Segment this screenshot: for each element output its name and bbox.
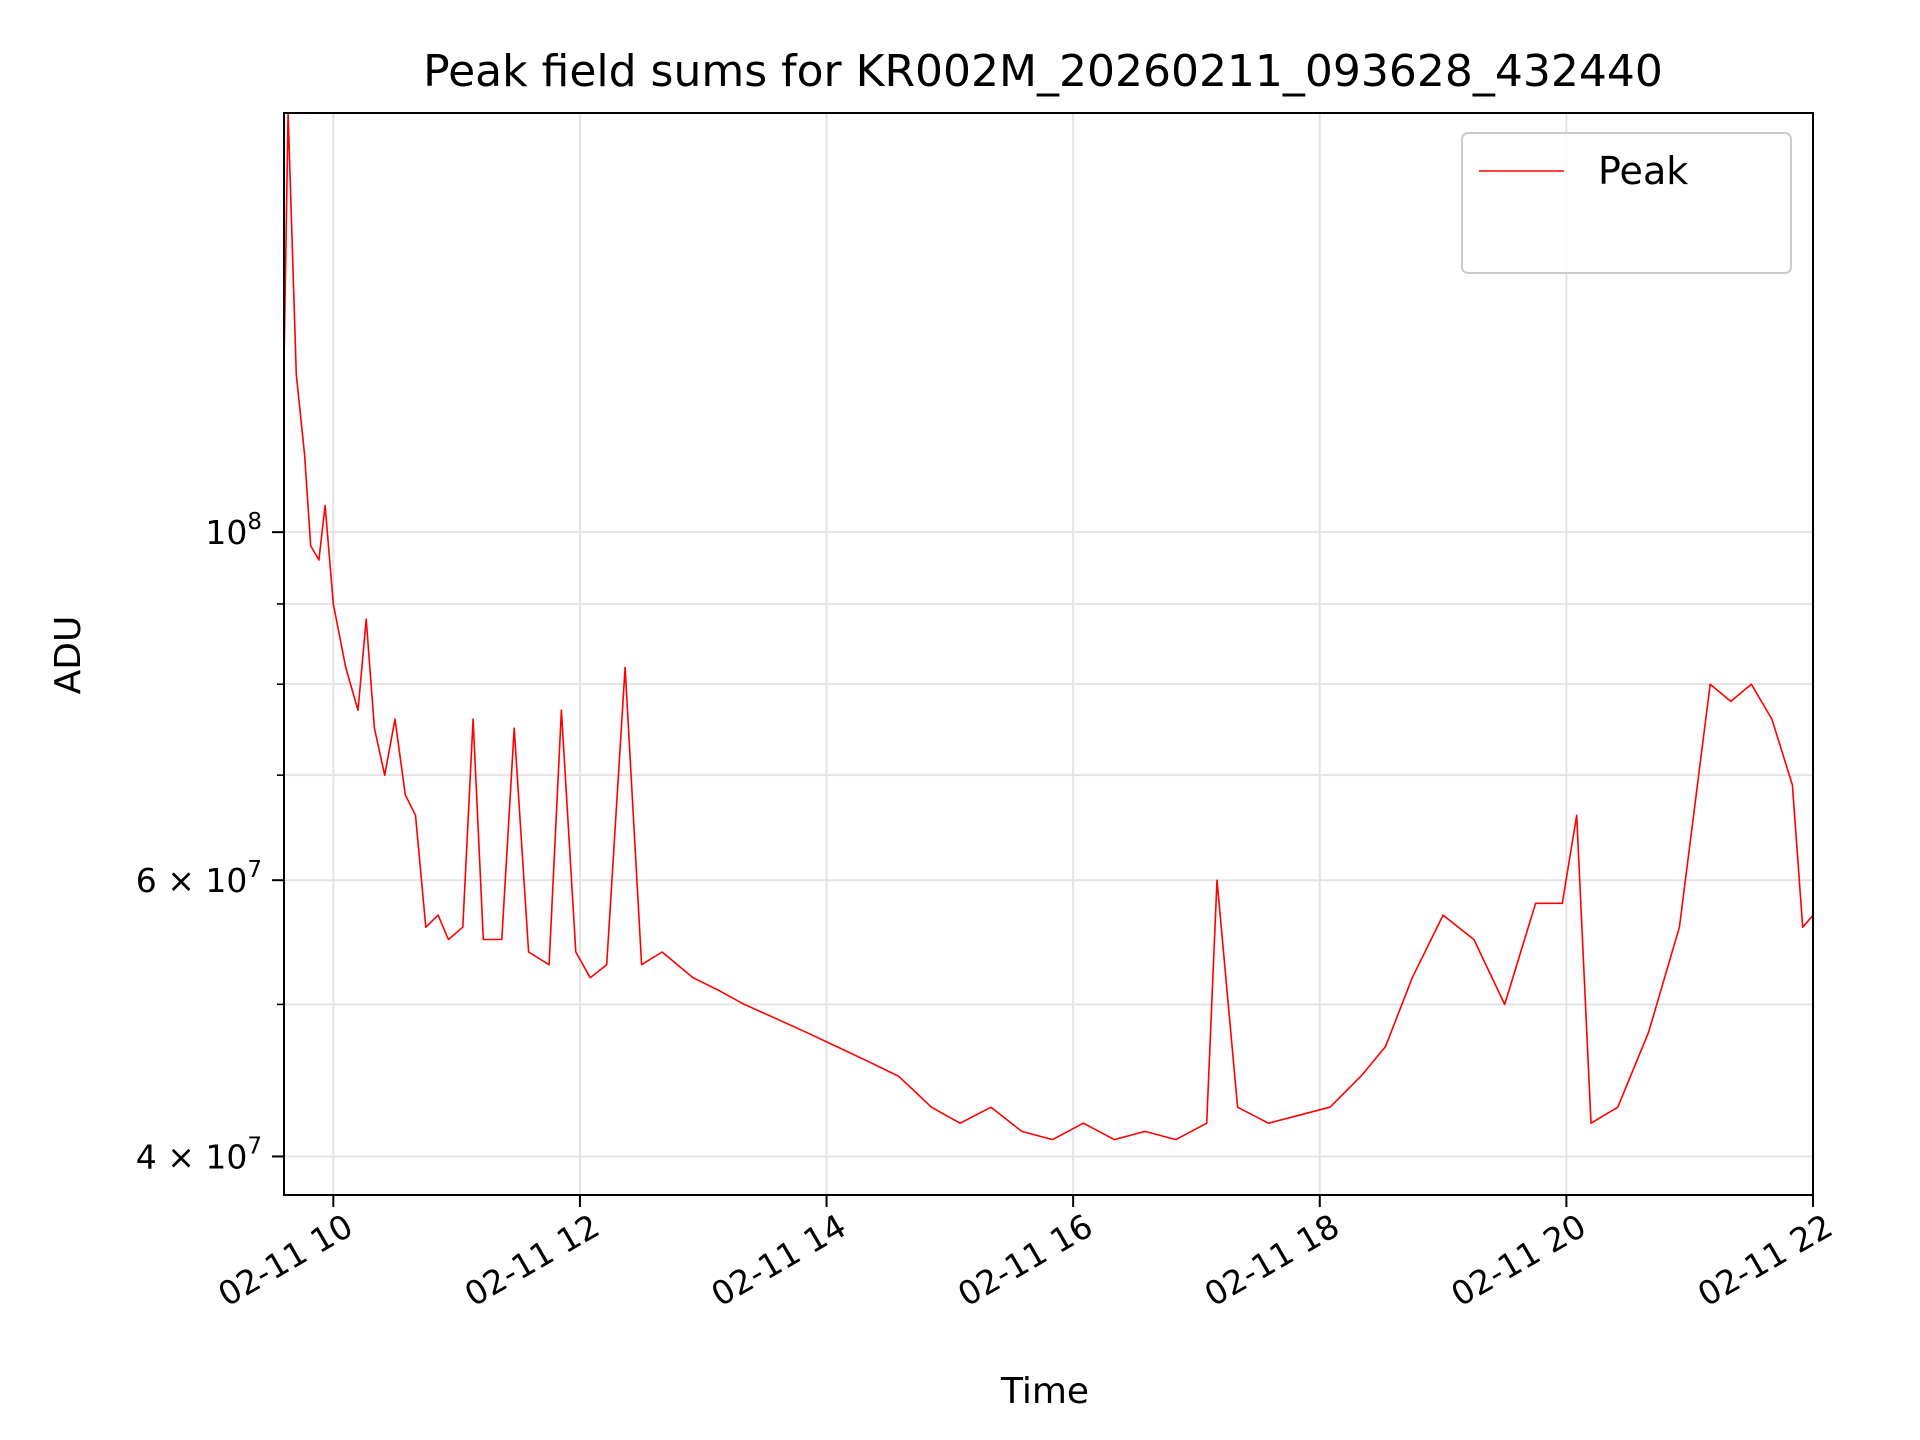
legend-box [1461, 132, 1792, 274]
y-tick-label: 4 × 107 [136, 1133, 262, 1176]
x-tick-label: 02-11 22 [1691, 1206, 1839, 1314]
legend: Peak [1461, 132, 1792, 274]
y-axis: 4 × 107 6 × 107 108 [136, 509, 284, 1176]
x-tick-label: 02-11 20 [1444, 1206, 1592, 1314]
x-tick-label: 02-11 14 [705, 1206, 853, 1314]
x-tick-label: 02-11 12 [458, 1206, 606, 1314]
x-axis-label: Time [1000, 1371, 1089, 1412]
x-tick-label: 02-11 10 [211, 1206, 359, 1314]
y-axis-label: ADU [48, 616, 89, 695]
legend-label-peak: Peak [1598, 149, 1688, 193]
x-tick-label: 02-11 18 [1198, 1206, 1346, 1314]
x-tick-label: 02-11 16 [951, 1206, 1099, 1314]
grid-lines [284, 113, 1814, 1195]
chart-title: Peak field sums for KR002M_20260211_0936… [423, 46, 1663, 97]
plot-frame [283, 112, 1814, 1196]
plot-area [284, 113, 1813, 1141]
y-tick-label: 108 [205, 509, 262, 552]
y-tick-label: 6 × 107 [136, 857, 262, 900]
series-line-peak [284, 113, 1813, 1141]
x-axis: 02-11 10 02-11 12 02-11 14 02-11 16 02-11 18… [211, 1195, 1839, 1314]
